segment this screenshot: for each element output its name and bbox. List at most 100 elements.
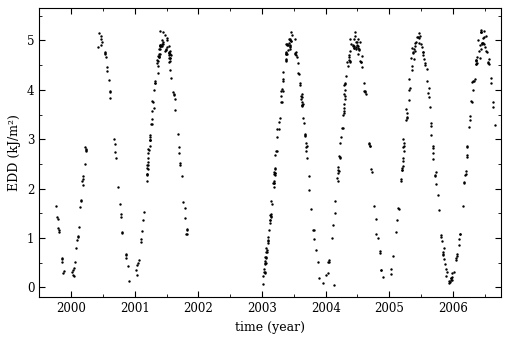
Point <box>308 227 317 233</box>
Point <box>146 147 154 153</box>
Point <box>352 39 360 45</box>
Point <box>159 42 167 47</box>
Point <box>398 168 406 173</box>
Point <box>81 145 90 150</box>
Point <box>165 48 174 54</box>
Point <box>367 167 376 172</box>
Point <box>419 52 427 57</box>
Point <box>405 76 413 82</box>
Point <box>81 148 90 154</box>
Point <box>144 163 152 168</box>
Point <box>153 57 161 63</box>
Point <box>69 273 77 279</box>
Point <box>122 252 130 258</box>
Point <box>324 259 332 265</box>
Point <box>157 44 165 49</box>
Point <box>266 211 274 217</box>
Point <box>166 51 174 56</box>
Point <box>350 43 358 49</box>
Point <box>299 115 307 120</box>
Point <box>489 99 497 104</box>
Point <box>411 40 419 46</box>
Point <box>155 54 163 60</box>
Point <box>351 29 359 35</box>
Point <box>354 45 362 51</box>
Point <box>295 72 303 77</box>
Point <box>292 49 300 55</box>
Point <box>402 106 410 112</box>
Point <box>114 184 122 190</box>
Point <box>175 150 183 155</box>
Point <box>459 203 467 209</box>
Point <box>477 30 485 35</box>
Point <box>394 207 403 212</box>
Point <box>77 198 85 203</box>
Point <box>389 253 397 259</box>
Point <box>467 98 475 103</box>
Point <box>69 273 77 278</box>
Point <box>471 76 479 82</box>
Point <box>304 187 313 192</box>
Point <box>287 29 295 35</box>
Point <box>182 232 190 237</box>
Point <box>261 270 269 275</box>
Point <box>267 213 275 219</box>
Point <box>434 192 442 197</box>
Point <box>265 227 273 233</box>
Point <box>270 179 278 184</box>
Point <box>278 88 287 94</box>
Point <box>437 235 445 240</box>
Point <box>101 55 109 60</box>
Point <box>286 40 294 46</box>
Point <box>158 40 166 45</box>
Point <box>400 141 408 146</box>
Point <box>365 140 373 145</box>
Point <box>450 270 458 275</box>
Point <box>448 271 456 276</box>
Point <box>101 49 109 55</box>
Point <box>434 207 442 213</box>
Y-axis label: EDD (kJ/m²): EDD (kJ/m²) <box>8 114 21 191</box>
Point <box>406 86 414 91</box>
Point <box>399 159 407 164</box>
Point <box>178 173 186 179</box>
Point <box>350 45 358 51</box>
Point <box>324 270 332 275</box>
Point <box>278 86 286 92</box>
Point <box>463 155 471 160</box>
Point <box>377 267 385 272</box>
Point <box>181 206 189 211</box>
Point <box>408 49 416 54</box>
Point <box>287 38 295 43</box>
Point <box>353 42 361 48</box>
Point <box>303 155 311 160</box>
Point <box>281 42 290 47</box>
Point <box>400 148 408 154</box>
Point <box>275 126 283 132</box>
Point <box>285 36 293 41</box>
Point <box>361 88 370 94</box>
Point <box>281 58 290 64</box>
Point <box>473 54 482 60</box>
Point <box>399 163 407 169</box>
Point <box>355 48 363 53</box>
Point <box>340 105 348 110</box>
Point <box>165 55 173 61</box>
Point <box>297 94 305 100</box>
Point <box>465 124 473 129</box>
Point <box>480 35 488 40</box>
Point <box>292 52 300 58</box>
Point <box>106 95 115 101</box>
Point <box>134 260 143 266</box>
Point <box>263 248 271 253</box>
Point <box>95 30 103 35</box>
Point <box>155 46 163 52</box>
Point <box>439 251 447 256</box>
Point <box>154 58 162 63</box>
Point <box>334 170 342 176</box>
Point <box>445 279 453 284</box>
Point <box>307 207 315 212</box>
Point <box>296 82 304 88</box>
Point <box>354 51 362 56</box>
Point <box>154 70 162 75</box>
